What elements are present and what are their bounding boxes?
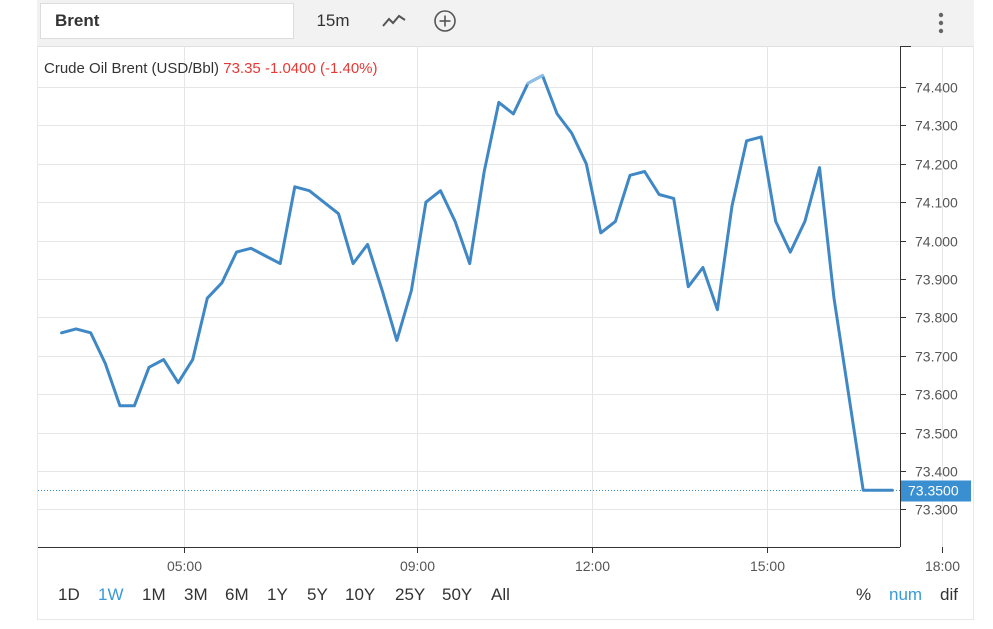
y-tick-label: 73.900 [915,272,958,288]
y-tick-label: 73.700 [915,349,958,365]
range-button-25y[interactable]: 25Y [395,585,426,604]
y-tick-label: 73.400 [915,464,958,480]
current-price-tag [901,480,971,502]
range-button-1d[interactable]: 1D [58,585,80,604]
chart-type-icon[interactable] [381,10,407,32]
price-change-percent: (-1.40%) [320,60,378,77]
price-series: 73.3500 [38,74,971,502]
y-tick-label: 74.400 [915,80,958,96]
range-button-1y[interactable]: 1Y [267,585,288,604]
symbol-input[interactable] [40,3,294,39]
current-price-label: 73.3500 [908,483,959,499]
grid-lines [38,46,943,547]
x-tick-label: 12:00 [575,558,610,574]
mode-button-percent[interactable]: % [856,585,872,604]
x-tick-label: 05:00 [167,558,202,574]
range-button-1w[interactable]: 1W [98,585,124,604]
price-line [60,74,894,492]
instrument-name: Crude Oil Brent (USD/Bbl) [44,60,220,77]
more-options-icon[interactable] [931,9,951,37]
y-tick-label: 73.800 [915,310,958,326]
add-indicator-icon[interactable] [433,9,457,33]
mode-button-dif[interactable]: dif [940,585,958,604]
interval-button[interactable]: 15m [316,11,350,30]
hover-segment [526,74,544,85]
range-button-3m[interactable]: 3M [184,585,208,604]
y-tick-label: 73.500 [915,426,958,442]
range-button-1m[interactable]: 1M [142,585,166,604]
x-tick-label: 09:00 [400,558,435,574]
range-button-5y[interactable]: 5Y [307,585,328,604]
x-tick-label: 18:00 [925,558,960,574]
range-button-10y[interactable]: 10Y [345,585,376,604]
chart-frame [37,46,974,620]
range-button-50y[interactable]: 50Y [442,585,473,604]
last-price: 73.35 [223,60,261,77]
y-tick-label: 74.100 [915,195,958,211]
range-button-all[interactable]: All [491,585,510,604]
y-tick-label: 74.300 [915,118,958,134]
mode-button-num[interactable]: num [889,585,923,604]
chart-toolbar: 15m [37,0,974,47]
y-tick-label: 73.300 [915,502,958,518]
range-button-6m[interactable]: 6M [225,585,249,604]
price-change: -1.0400 [264,60,316,77]
x-tick-label: 15:00 [750,558,785,574]
y-tick-label: 74.000 [915,234,958,250]
y-tick-label: 73.600 [915,387,958,403]
y-tick-label: 74.200 [915,157,958,173]
axes: 74.400 74.300 74.200 74.100 74.000 73.900 73.8… [38,46,960,574]
chart-legend: Crude Oil Brent (USD/Bbl) 73.35 -1.0400 … [44,60,378,77]
